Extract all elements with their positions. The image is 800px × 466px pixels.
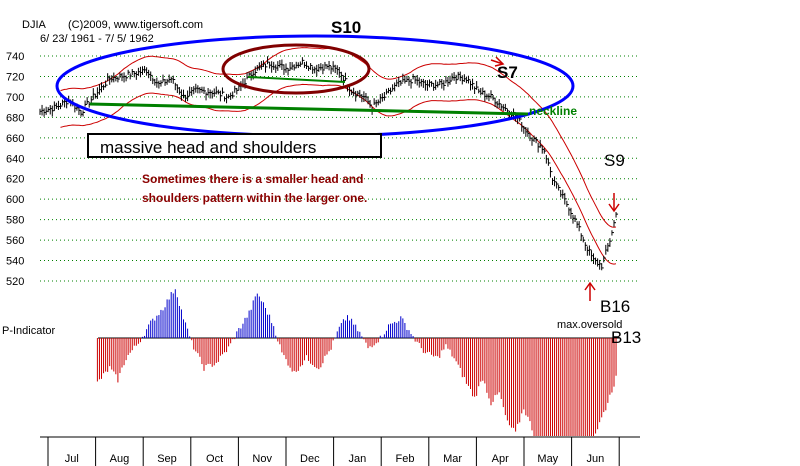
y-tick-label: 700 <box>6 92 24 104</box>
y-tick-label: 520 <box>6 276 24 288</box>
x-axis-band <box>40 436 640 466</box>
y-tick-label: 660 <box>6 133 24 145</box>
pattern-label-box <box>87 133 382 158</box>
x-tick-label: Jul <box>65 453 79 465</box>
x-tick-label: Mar <box>443 453 462 465</box>
x-tick-label: Aug <box>110 453 130 465</box>
y-tick-label: 720 <box>6 71 24 83</box>
y-tick-label: 740 <box>6 51 24 63</box>
y-tick-label: 540 <box>6 256 24 268</box>
symbol-label: DJIA <box>22 19 47 31</box>
x-tick-label: Jun <box>587 453 605 465</box>
note-line-2: shoulders pattern within the larger one. <box>142 191 367 205</box>
y-tick-label: 580 <box>6 215 24 227</box>
y-tick-label: 560 <box>6 235 24 247</box>
x-tick-label: Jan <box>349 453 367 465</box>
x-tick-label: Oct <box>206 453 223 465</box>
y-tick-label: 680 <box>6 112 24 124</box>
pattern-label: massive head and shoulders <box>100 138 316 157</box>
s7-arrow <box>490 56 505 67</box>
max-oversold-label: max.oversold <box>557 319 622 331</box>
x-axis: Jul Aug Sep Oct Nov Dec Jan Feb Mar Apr May Jun <box>40 436 640 466</box>
x-tick-label: Dec <box>300 453 320 465</box>
y-axis-ticks: 740 720 700 680 660 640 620 600 580 560 540 520 <box>6 51 24 288</box>
y-tick-label: 600 <box>6 194 24 206</box>
neckline-line <box>89 102 529 116</box>
b16-arrow <box>584 281 596 301</box>
x-tick-label: Apr <box>492 453 509 465</box>
signal-s7: S7 <box>497 63 518 82</box>
x-tick-label: Feb <box>396 453 415 465</box>
date-range-label: 6/ 23/ 1961 - 7/ 5/ 1962 <box>40 33 154 45</box>
large-pattern-ellipse <box>55 34 575 138</box>
signal-s10: S10 <box>331 18 361 37</box>
p-indicator-bars <box>96 289 620 458</box>
inner-neckline-line <box>247 76 346 83</box>
neckline-label: neckline <box>529 104 577 118</box>
s9-arrow <box>608 193 620 213</box>
x-tick-label: Sep <box>157 453 177 465</box>
note-line-1: Sometimes there is a smaller head and <box>142 172 363 186</box>
price-bars <box>39 56 619 271</box>
p-indicator-label: P-Indicator <box>2 325 56 337</box>
x-tick-label: Nov <box>252 453 272 465</box>
y-tick-label: 620 <box>6 174 24 186</box>
y-tick-label: 640 <box>6 153 24 165</box>
copyright-label: (C)2009, www.tigersoft.com <box>68 19 203 31</box>
small-pattern-ellipse <box>221 43 371 95</box>
signal-b13: B13 <box>611 328 641 347</box>
signal-s9: S9 <box>604 151 625 170</box>
signal-b16: B16 <box>600 297 630 316</box>
x-tick-label: May <box>537 453 558 465</box>
